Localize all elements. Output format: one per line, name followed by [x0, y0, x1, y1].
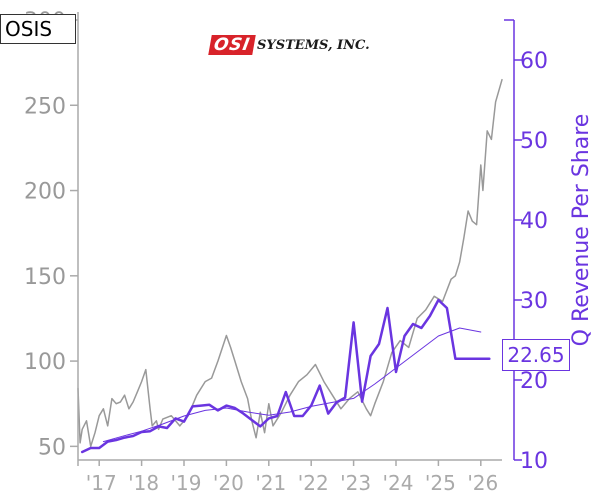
series-layer — [77, 78, 503, 454]
x-axis-tick-label: '24 — [383, 471, 414, 495]
logo-mark: OSI — [208, 35, 256, 55]
right-axis-tick-label: 30 — [520, 289, 548, 314]
x-axis-tick-label: '22 — [298, 471, 329, 495]
x-axis-tick-label: '23 — [340, 471, 371, 495]
x-axis-tick-label: '19 — [171, 471, 202, 495]
logo-text: SYSTEMS, INC. — [257, 37, 370, 53]
right-axis-tick-label: 10 — [520, 449, 548, 474]
right-axis-tick-label: 40 — [520, 209, 548, 234]
x-axis-tick-label: '18 — [128, 471, 159, 495]
left-axis-tick-label: 250 — [24, 94, 66, 119]
x-axis-tick-label: '17 — [86, 471, 117, 495]
left-axis-tick-label: 100 — [24, 350, 66, 375]
x-axis-tick-label: '25 — [425, 471, 456, 495]
right-axis-label: Q Revenue Per Share — [569, 114, 594, 347]
right-axis-tick-label: 20 — [520, 369, 548, 394]
price-series-line — [77, 78, 503, 448]
last-value-badge: 22.65 — [502, 339, 570, 371]
x-axis-tick-label: '21 — [255, 471, 286, 495]
left-axis-tick-label: 200 — [24, 180, 66, 205]
x-axis-tick-label: '20 — [213, 471, 244, 495]
right-axis-tick-label: 50 — [520, 129, 548, 154]
revenue-trend-line — [102, 327, 482, 443]
right-axis-tick-label: 60 — [520, 49, 548, 74]
company-logo: OSI SYSTEMS, INC. — [208, 34, 370, 56]
ticker-label: OSIS — [0, 14, 76, 44]
revenue-series-line — [80, 298, 491, 454]
x-axis-tick-label: '26 — [467, 471, 498, 495]
left-axis-tick-label: 150 — [24, 265, 66, 290]
axis-layer: 50100150200250300'17'18'19'20'21'22'23'2… — [24, 9, 594, 495]
left-axis-tick-label: 50 — [38, 435, 66, 460]
